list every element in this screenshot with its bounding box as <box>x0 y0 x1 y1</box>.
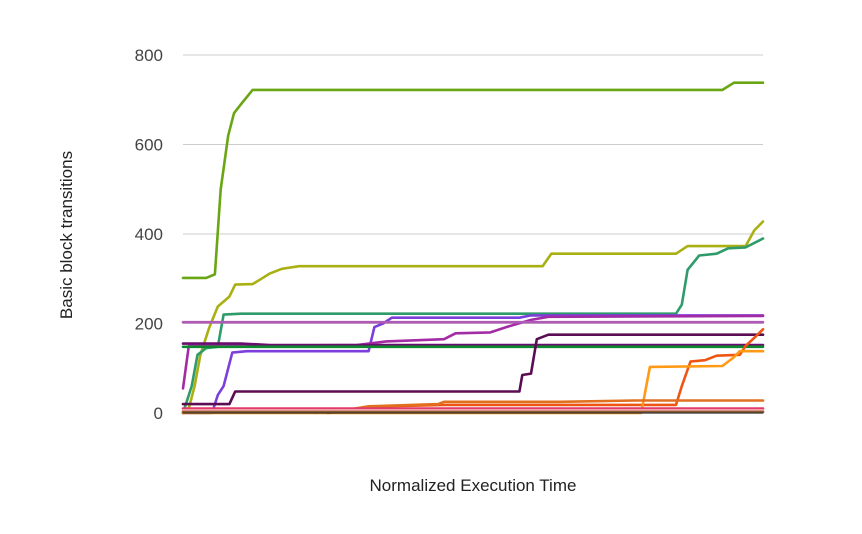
y-axis-title: Basic block transitions <box>57 151 76 319</box>
y-tick-labels: 0 200 400 600 800 <box>135 46 163 423</box>
y-tick-label: 0 <box>154 404 163 423</box>
series-line <box>181 342 765 347</box>
y-tick-label: 200 <box>135 315 163 334</box>
y-tick-label: 400 <box>135 225 163 244</box>
series-line <box>181 237 765 415</box>
y-tick-label: 600 <box>135 136 163 155</box>
series-line <box>181 333 765 406</box>
x-axis-title: Normalized Execution Time <box>370 476 577 495</box>
series-line <box>181 81 765 280</box>
series-line <box>181 314 765 415</box>
series-lines <box>181 81 765 415</box>
gridlines <box>183 54 763 324</box>
y-tick-label: 800 <box>135 46 163 65</box>
series-line <box>326 399 765 415</box>
